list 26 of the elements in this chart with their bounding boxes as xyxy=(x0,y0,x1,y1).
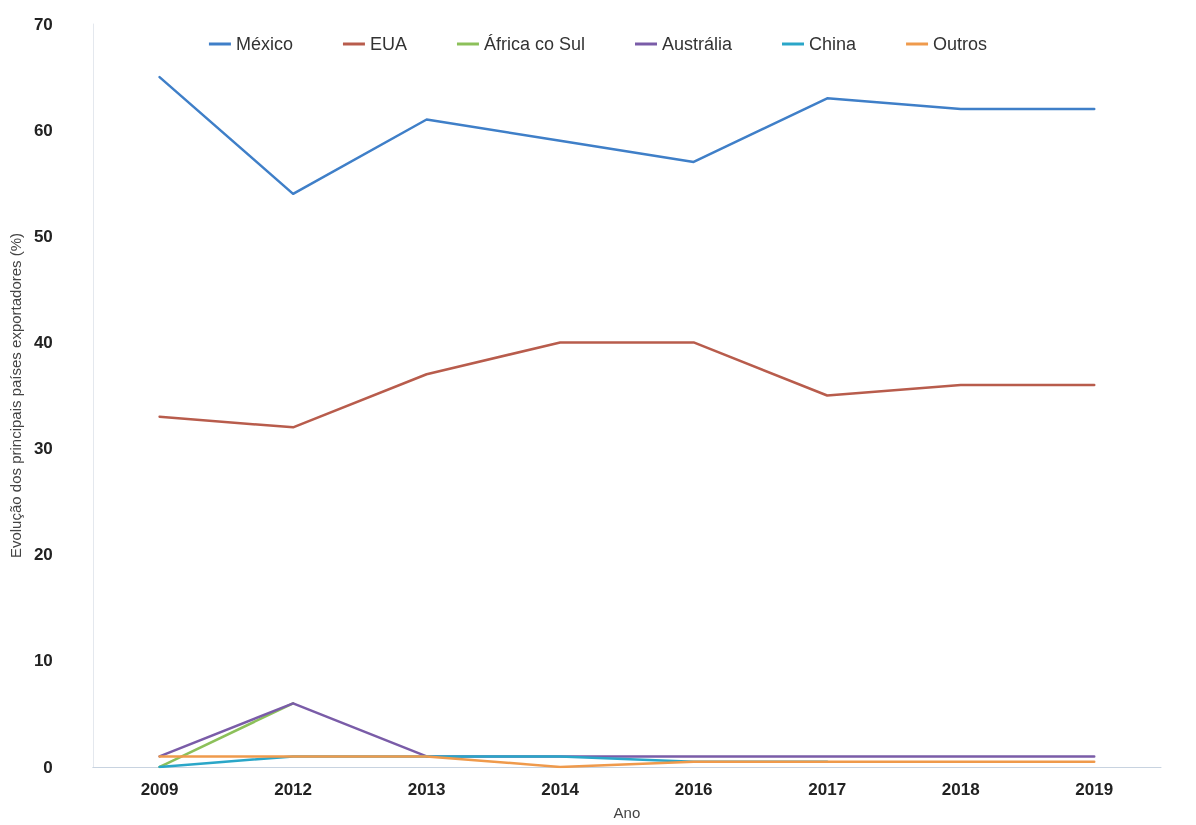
x-tick-label: 2016 xyxy=(674,780,713,799)
line-series xyxy=(158,341,1096,429)
y-tick-label: 30 xyxy=(33,439,53,459)
x-tick-label: 2018 xyxy=(941,780,980,799)
legend-label: México xyxy=(235,34,293,54)
legend-label: Outros xyxy=(933,34,988,54)
y-tick-label: 10 xyxy=(33,651,53,671)
y-tick-label: 50 xyxy=(33,226,53,246)
y-tick-label: 60 xyxy=(33,120,53,140)
x-tick-label: 2012 xyxy=(274,780,313,799)
x-tick-label: 2014 xyxy=(541,780,580,799)
x-tick-label: 2019 xyxy=(1075,780,1114,799)
legend-label: África co Sul xyxy=(483,34,585,54)
y-tick-label: 0 xyxy=(43,757,53,777)
y-tick-label: 20 xyxy=(33,545,53,565)
legend-label: China xyxy=(809,34,858,54)
line-series xyxy=(158,75,1096,196)
y-tick-label: 70 xyxy=(33,14,53,34)
x-tick-label: 2009 xyxy=(140,780,179,799)
x-tick-label: 2017 xyxy=(808,780,847,799)
x-axis-title: Ano xyxy=(613,804,641,821)
x-tick-label: 2013 xyxy=(407,780,446,799)
y-axis-title: Evolução dos principais países exportadores (%) xyxy=(7,232,24,559)
legend-label: EUA xyxy=(369,34,407,54)
legend-label: Austrália xyxy=(661,34,734,54)
y-tick-label: 40 xyxy=(33,332,53,352)
